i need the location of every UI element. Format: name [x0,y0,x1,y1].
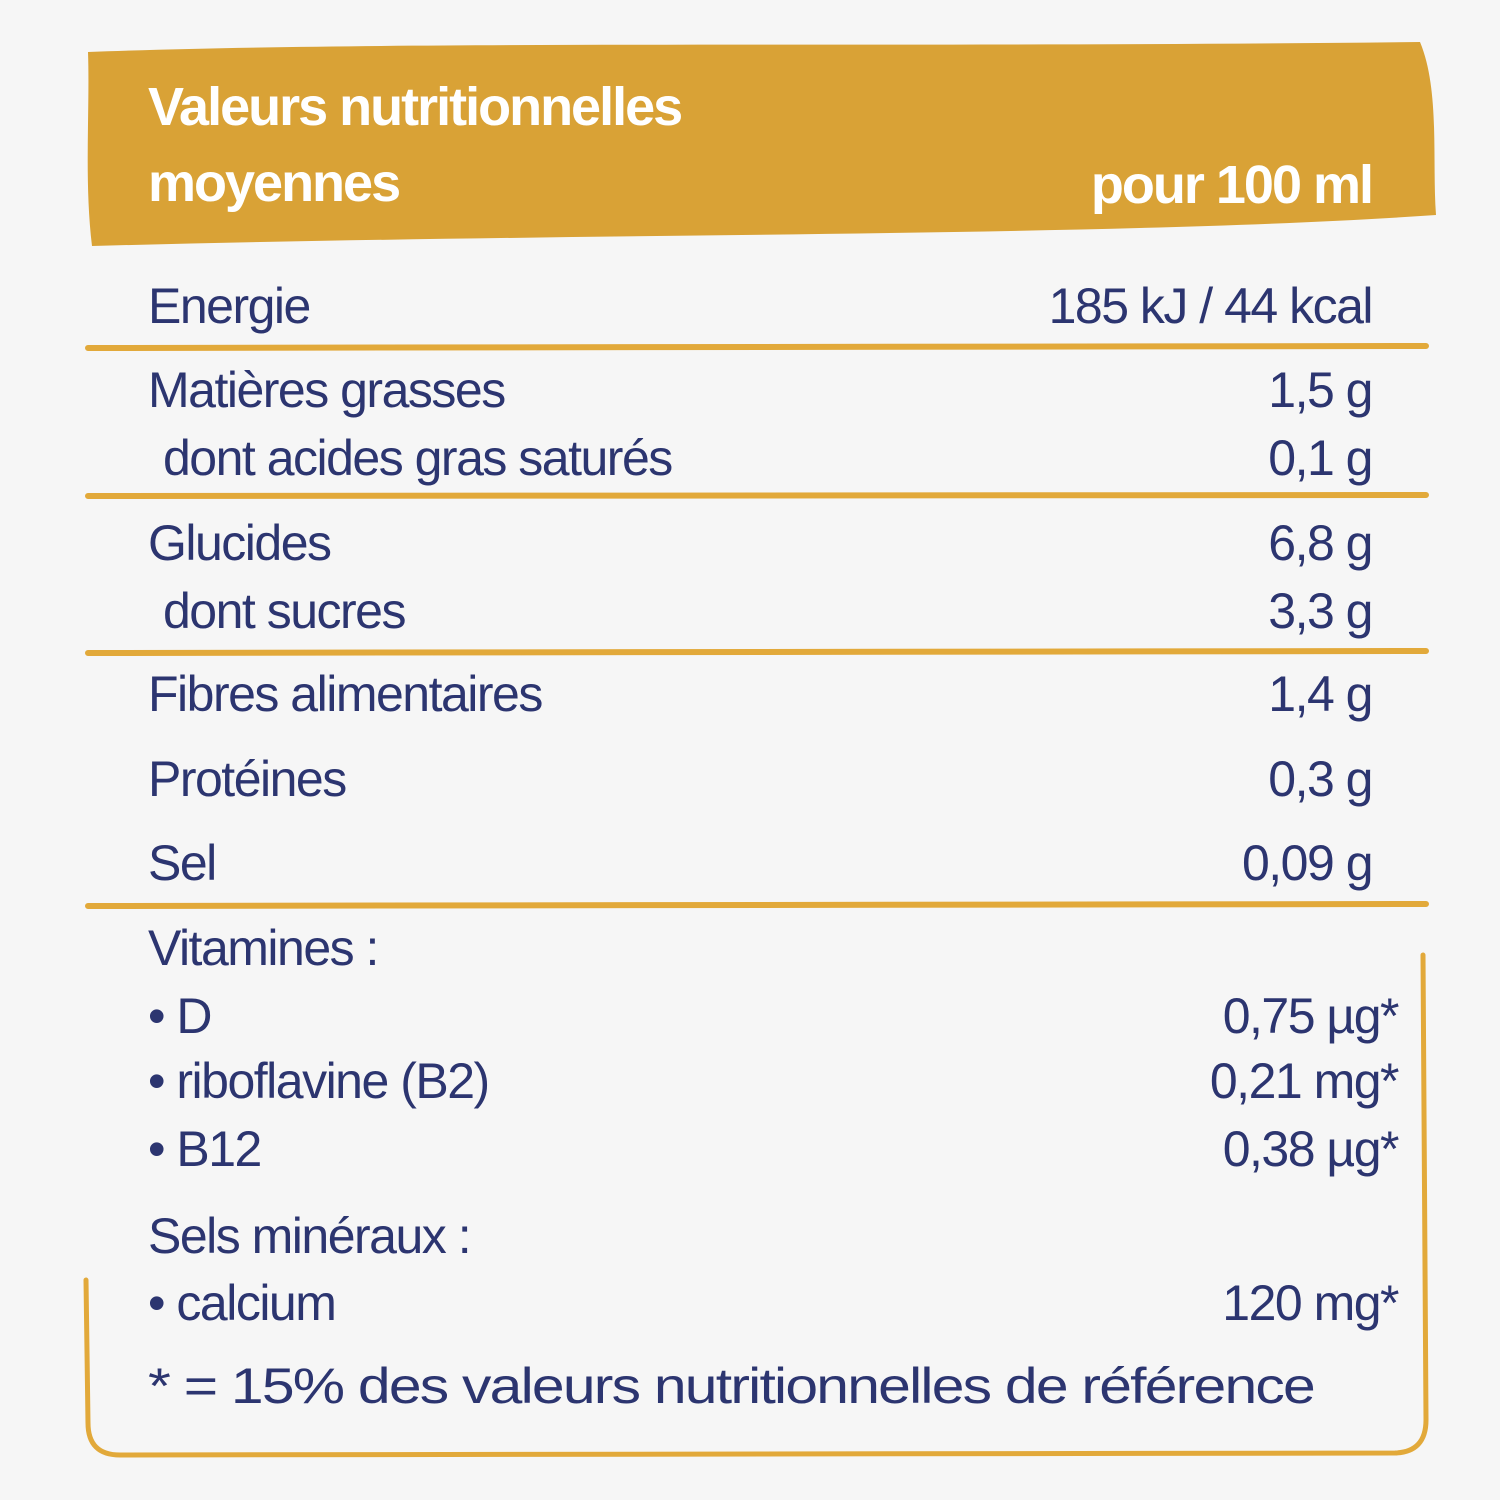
row-label: Protéines [148,751,346,807]
row-value: 0,3 g [1268,751,1372,807]
item-label: • calcium [148,1275,335,1331]
row-label: Energie [148,278,310,334]
header-unit: pour 100 ml [1091,155,1372,215]
row-value: 0,1 g [1268,430,1372,486]
divider [85,343,1429,351]
divider [85,648,1429,656]
header-title: moyennes [148,153,399,213]
header-title: Valeurs nutritionnelles [148,77,681,137]
item-value: 0,38 µg* [1223,1121,1399,1177]
item-label: • riboflavine (B2) [148,1053,489,1109]
footnote: * = 15% des valeurs nutritionnelles de r… [148,1358,1314,1414]
row-label: dont acides gras saturés [163,430,672,486]
header-band [87,42,1436,246]
row-value: 0,09 g [1242,835,1372,891]
row-label: Matières grasses [148,362,505,418]
item-value: 0,21 mg* [1210,1053,1399,1109]
divider [85,901,1429,909]
divider [85,492,1429,499]
row-value: 1,4 g [1268,666,1372,722]
row-label: Sel [148,835,216,891]
row-value: 3,3 g [1268,583,1372,639]
row-value: 1,5 g [1268,362,1372,418]
row-label: dont sucres [163,583,405,639]
row-value: 6,8 g [1268,515,1372,571]
row-label: Glucides [148,515,331,571]
section-heading: Vitamines : [148,920,378,976]
row-label: Fibres alimentaires [148,666,542,722]
item-value: 120 mg* [1222,1275,1399,1331]
section-heading: Sels minéraux : [148,1208,470,1264]
frame [83,952,1429,1458]
item-value: 0,75 µg* [1223,988,1399,1044]
item-label: • D [148,988,211,1044]
item-label: • B12 [148,1121,261,1177]
row-value: 185 kJ / 44 kcal [1049,278,1372,334]
